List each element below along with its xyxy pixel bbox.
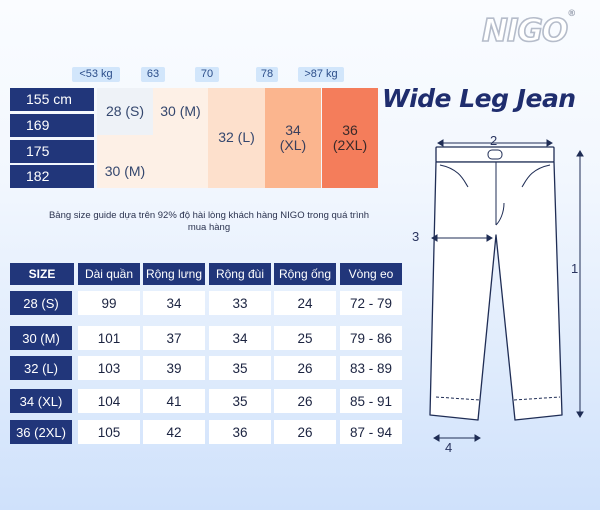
table-header-waist: Vòng eo (340, 263, 402, 285)
row-size-label: 36 (2XL) (10, 420, 72, 444)
height-label-182: 182 (10, 165, 94, 188)
table-cell: 34 (209, 326, 271, 350)
table-header-length: Dài quần (78, 263, 140, 285)
size-cell-28s: 28 (S) (97, 88, 153, 135)
right-pocket-line (521, 164, 551, 188)
table-cell: 26 (274, 389, 336, 413)
table-cell: 33 (209, 291, 271, 315)
weight-label-4: 78 (256, 67, 278, 82)
size-cell-30m: 30 (M) (153, 88, 208, 135)
table-header-waist-width: Rộng lưng (143, 263, 205, 285)
size-cell-30m-fill (153, 135, 208, 188)
fly-curve (495, 202, 505, 226)
weight-label-2: 63 (141, 67, 165, 82)
table-cell: 36 (209, 420, 271, 444)
table-cell: 35 (209, 389, 271, 413)
table-cell: 85 - 91 (340, 389, 402, 413)
opening-measure-arrows (433, 434, 481, 442)
table-cell: 35 (209, 356, 271, 380)
right-hem-stitch (513, 396, 561, 401)
table-cell: 41 (143, 389, 205, 413)
length-measure-arrows (576, 150, 584, 418)
table-cell: 72 - 79 (340, 291, 402, 315)
dimension-label-4: 4 (445, 440, 453, 455)
table-header-leg-opening: Rộng ống (274, 263, 336, 285)
brand-logo: NIGO® (481, 9, 576, 49)
size-cell-32l: 32 (L) (208, 88, 265, 188)
table-cell: 104 (78, 389, 140, 413)
size-cell-36-2xl: 36 (2XL) (322, 88, 378, 188)
table-cell: 39 (143, 356, 205, 380)
button-shape (487, 149, 503, 160)
jeans-body-shape (429, 161, 563, 421)
table-cell: 87 - 94 (340, 420, 402, 444)
jeans-diagram (429, 139, 584, 442)
size-cell-30m-lower: 30 (M) (97, 135, 153, 188)
table-cell: 26 (274, 420, 336, 444)
dimension-label-2: 2 (490, 133, 498, 148)
table-cell: 26 (274, 356, 336, 380)
weight-label-1: <53 kg (72, 67, 120, 82)
row-size-label: 30 (M) (10, 326, 72, 350)
table-cell: 37 (143, 326, 205, 350)
weight-label-3: 70 (195, 67, 219, 82)
table-cell: 103 (78, 356, 140, 380)
row-size-label: 32 (L) (10, 356, 72, 380)
dimension-label-3: 3 (412, 229, 420, 244)
waist-measure-arrows (437, 139, 553, 147)
table-cell: 42 (143, 420, 205, 444)
height-label-155: 155 cm (10, 88, 94, 111)
size-cell-34xl: 34 (XL) (265, 88, 321, 188)
left-pocket-line (439, 164, 469, 188)
weight-label-5: >87 kg (298, 67, 344, 82)
table-header-size: SIZE (10, 263, 74, 285)
height-label-175: 175 (10, 140, 94, 163)
table-cell: 79 - 86 (340, 326, 402, 350)
height-label-169: 169 (10, 114, 94, 137)
table-cell: 105 (78, 420, 140, 444)
table-cell: 101 (78, 326, 140, 350)
table-cell: 99 (78, 291, 140, 315)
left-hem-stitch (435, 396, 481, 401)
size-guide-note: Bảng size guide dựa trên 92% độ hài lòng… (48, 210, 370, 233)
registered-mark: ® (567, 8, 576, 19)
thigh-measure-arrows (431, 234, 493, 242)
product-title: Wide Leg Jean (382, 84, 576, 113)
table-cell: 25 (274, 326, 336, 350)
table-cell: 34 (143, 291, 205, 315)
table-cell: 24 (274, 291, 336, 315)
dimension-label-1: 1 (571, 261, 579, 276)
table-cell: 83 - 89 (340, 356, 402, 380)
row-size-label: 34 (XL) (10, 389, 72, 413)
brand-logo-text: NIGO (481, 13, 569, 49)
row-size-label: 28 (S) (10, 291, 72, 315)
table-header-thigh: Rộng đùi (209, 263, 271, 285)
